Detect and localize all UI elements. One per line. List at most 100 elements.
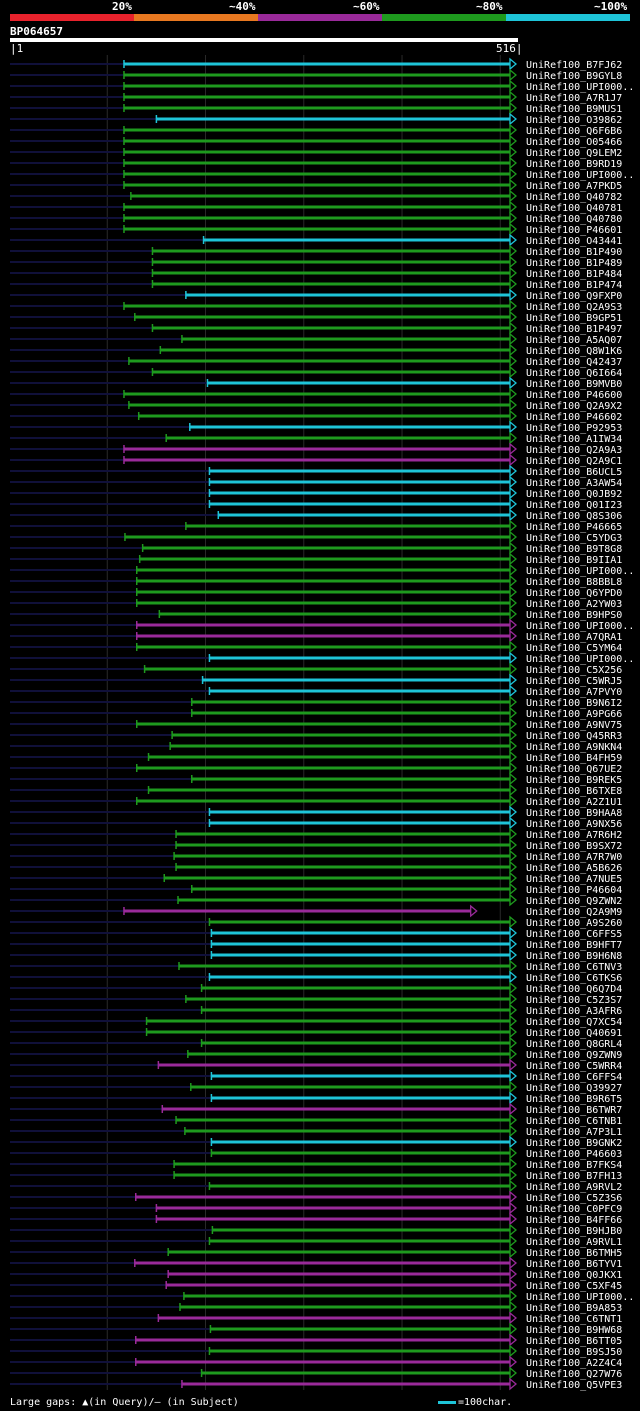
hit-row[interactable]: UniRef100_C6TNT1 xyxy=(10,1311,622,1325)
hit-row[interactable]: UniRef100_C6TNV3 xyxy=(10,959,622,973)
hit-row[interactable]: UniRef100_B6TMH5 xyxy=(10,1245,622,1259)
hit-row[interactable]: UniRef100_P46604 xyxy=(10,882,622,896)
hit-row[interactable]: UniRef100_B9RD19 xyxy=(10,156,622,170)
hit-row[interactable]: UniRef100_A7PVY0 xyxy=(10,684,622,698)
hit-label[interactable]: UniRef100_B7FH13 xyxy=(526,1171,622,1182)
hit-row[interactable]: UniRef100_A7R6H2 xyxy=(10,827,622,841)
hit-label[interactable]: UniRef100_P92953 xyxy=(526,423,622,434)
hit-label[interactable]: UniRef100_O39862 xyxy=(526,115,622,126)
hit-row[interactable]: UniRef100_B9GNK2 xyxy=(10,1135,622,1149)
hit-row[interactable]: UniRef100_UPI000.. xyxy=(10,563,634,577)
hit-label[interactable]: UniRef100_Q9FXP0 xyxy=(526,291,622,302)
hit-row[interactable]: UniRef100_Q9FXP0 xyxy=(10,288,622,302)
hit-label[interactable]: UniRef100_Q67UE2 xyxy=(526,764,622,775)
hit-row[interactable]: UniRef100_A3AFR6 xyxy=(10,1003,622,1017)
hit-label[interactable]: UniRef100_C5Z3S6 xyxy=(526,1193,622,1204)
hit-row[interactable]: UniRef100_B1P484 xyxy=(10,266,622,280)
hit-label[interactable]: UniRef100_C5WRJ5 xyxy=(526,676,622,687)
hit-label[interactable]: UniRef100_P46665 xyxy=(526,522,622,533)
hit-row[interactable]: UniRef100_P92953 xyxy=(10,420,622,434)
hit-label[interactable]: UniRef100_B9REK5 xyxy=(526,775,622,786)
hit-row[interactable]: UniRef100_P46600 xyxy=(10,387,622,401)
hit-label[interactable]: UniRef100_Q27W76 xyxy=(526,1369,622,1380)
hit-row[interactable]: UniRef100_Q6YPD0 xyxy=(10,585,622,599)
hit-label[interactable]: UniRef100_Q9ZWN9 xyxy=(526,1050,622,1061)
hit-label[interactable]: UniRef100_A2Z4C4 xyxy=(526,1358,622,1369)
hit-label[interactable]: UniRef100_UPI000.. xyxy=(526,654,634,665)
hit-label[interactable]: UniRef100_A9NV75 xyxy=(526,720,622,731)
hit-label[interactable]: UniRef100_Q45RR3 xyxy=(526,731,622,742)
hit-row[interactable]: UniRef100_B9A853 xyxy=(10,1300,622,1314)
hit-label[interactable]: UniRef100_B8BBL8 xyxy=(526,577,622,588)
hit-label[interactable]: UniRef100_C6TNT1 xyxy=(526,1314,622,1325)
hit-row[interactable]: UniRef100_B4FF66 xyxy=(10,1212,622,1226)
hit-row[interactable]: UniRef100_C6TKS6 xyxy=(10,970,622,984)
hit-label[interactable]: UniRef100_P46604 xyxy=(526,885,622,896)
hit-row[interactable]: UniRef100_O05466 xyxy=(10,134,622,148)
hit-label[interactable]: UniRef100_C5X256 xyxy=(526,665,622,676)
hit-row[interactable]: UniRef100_C5WRR4 xyxy=(10,1058,622,1072)
hit-label[interactable]: UniRef100_B9GYL8 xyxy=(526,71,622,82)
hit-label[interactable]: UniRef100_C6TKS6 xyxy=(526,973,622,984)
hit-label[interactable]: UniRef100_C5WRR4 xyxy=(526,1061,622,1072)
hit-label[interactable]: UniRef100_Q5VPE3 xyxy=(526,1380,622,1391)
hit-label[interactable]: UniRef100_B1P489 xyxy=(526,258,622,269)
hit-row[interactable]: UniRef100_B9N6I2 xyxy=(10,695,622,709)
hit-row[interactable]: UniRef100_B9REK5 xyxy=(10,772,622,786)
hit-label[interactable]: UniRef100_UPI000.. xyxy=(526,82,634,93)
hit-row[interactable]: UniRef100_A2Z1U1 xyxy=(10,794,622,808)
hit-label[interactable]: UniRef100_Q0JKX1 xyxy=(526,1270,622,1281)
hit-label[interactable]: UniRef100_A7PKD5 xyxy=(526,181,622,192)
hit-label[interactable]: UniRef100_B9HAA8 xyxy=(526,808,622,819)
hit-label[interactable]: UniRef100_Q2A9X2 xyxy=(526,401,622,412)
hit-label[interactable]: UniRef100_Q6Q7D4 xyxy=(526,984,622,995)
hit-row[interactable]: UniRef100_Q6F6B6 xyxy=(10,123,622,137)
hit-row[interactable]: UniRef100_B9HPS0 xyxy=(10,607,622,621)
hit-row[interactable]: UniRef100_B1P489 xyxy=(10,255,622,269)
hit-row[interactable]: UniRef100_B9GP51 xyxy=(10,310,622,324)
hit-label[interactable]: UniRef100_Q42437 xyxy=(526,357,622,368)
hit-label[interactable]: UniRef100_B7FJ62 xyxy=(526,60,622,71)
hit-label[interactable]: UniRef100_B9N6I2 xyxy=(526,698,622,709)
hit-label[interactable]: UniRef100_B7FKS4 xyxy=(526,1160,622,1171)
hit-label[interactable]: UniRef100_B6TWR7 xyxy=(526,1105,622,1116)
hit-row[interactable]: UniRef100_A7QRA1 xyxy=(10,629,622,643)
hit-label[interactable]: UniRef100_C6FFS5 xyxy=(526,929,622,940)
hit-row[interactable]: UniRef100_B7FKS4 xyxy=(10,1157,622,1171)
hit-row[interactable]: UniRef100_A3AW54 xyxy=(10,475,622,489)
hit-row[interactable]: UniRef100_Q9ZWN9 xyxy=(10,1047,622,1061)
hit-row[interactable]: UniRef100_Q2A9S3 xyxy=(10,299,622,313)
hit-label[interactable]: UniRef100_Q40782 xyxy=(526,192,622,203)
hit-label[interactable]: UniRef100_C5YM64 xyxy=(526,643,622,654)
hit-label[interactable]: UniRef100_A5B626 xyxy=(526,863,622,874)
hit-label[interactable]: UniRef100_B6TXE8 xyxy=(526,786,622,797)
hit-row[interactable]: UniRef100_P46603 xyxy=(10,1146,622,1160)
hit-label[interactable]: UniRef100_C6TNV3 xyxy=(526,962,622,973)
hit-label[interactable]: UniRef100_B1P484 xyxy=(526,269,622,280)
hit-label[interactable]: UniRef100_Q9LEM2 xyxy=(526,148,622,159)
hit-row[interactable]: UniRef100_A9RVL1 xyxy=(10,1234,622,1248)
hit-row[interactable]: UniRef100_Q6I664 xyxy=(10,365,622,379)
hit-row[interactable]: UniRef100_Q40782 xyxy=(10,189,622,203)
hit-row[interactable]: UniRef100_B8BBL8 xyxy=(10,574,622,588)
hit-row[interactable]: UniRef100_Q2A9C1 xyxy=(10,453,622,467)
hit-row[interactable]: UniRef100_B9HFT7 xyxy=(10,937,622,951)
hit-row[interactable]: UniRef100_C6FFS4 xyxy=(10,1069,622,1083)
hit-label[interactable]: UniRef100_UPI000.. xyxy=(526,1292,634,1303)
hit-label[interactable]: UniRef100_Q40780 xyxy=(526,214,622,225)
hit-row[interactable]: UniRef100_A9NX56 xyxy=(10,816,622,830)
hit-row[interactable]: UniRef100_B6TYV1 xyxy=(10,1256,622,1270)
hit-label[interactable]: UniRef100_O05466 xyxy=(526,137,622,148)
hit-row[interactable]: UniRef100_B9HJB0 xyxy=(10,1223,622,1237)
hit-label[interactable]: UniRef100_P46601 xyxy=(526,225,622,236)
hit-row[interactable]: UniRef100_A7R1J7 xyxy=(10,90,622,104)
hit-row[interactable]: UniRef100_B9H6N8 xyxy=(10,948,622,962)
hit-row[interactable]: UniRef100_A2Z4C4 xyxy=(10,1355,622,1369)
hit-row[interactable]: UniRef100_Q9ZWN2 xyxy=(10,893,622,907)
hit-row[interactable]: UniRef100_Q45RR3 xyxy=(10,728,622,742)
hit-label[interactable]: UniRef100_Q39927 xyxy=(526,1083,622,1094)
hit-label[interactable]: UniRef100_A5AQ07 xyxy=(526,335,622,346)
hit-label[interactable]: UniRef100_Q8W1K6 xyxy=(526,346,622,357)
hit-row[interactable]: UniRef100_C5WRJ5 xyxy=(10,673,622,687)
hit-row[interactable]: UniRef100_Q40780 xyxy=(10,211,622,225)
